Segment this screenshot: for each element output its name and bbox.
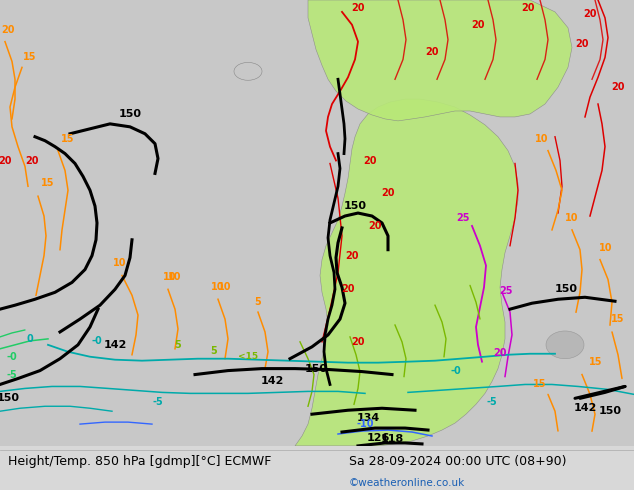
Text: -5: -5 [6, 369, 17, 380]
Text: 20: 20 [25, 155, 39, 166]
Text: 126: 126 [366, 433, 390, 443]
Text: 142: 142 [103, 340, 127, 350]
Text: 20: 20 [425, 47, 439, 56]
Text: -0: -0 [92, 336, 102, 346]
Text: 10: 10 [218, 282, 232, 293]
Text: 15: 15 [23, 52, 37, 62]
Text: Sa 28-09-2024 00:00 UTC (08+90): Sa 28-09-2024 00:00 UTC (08+90) [349, 455, 566, 468]
Text: ©weatheronline.co.uk: ©weatheronline.co.uk [349, 477, 465, 488]
Text: -10: -10 [356, 419, 374, 429]
Text: 150: 150 [555, 284, 578, 294]
Text: -5: -5 [153, 397, 164, 407]
Text: 20: 20 [363, 155, 377, 166]
Polygon shape [308, 0, 572, 121]
Text: -0: -0 [451, 366, 462, 376]
Text: 15: 15 [41, 178, 55, 188]
Text: 10: 10 [599, 243, 612, 253]
Text: 142: 142 [573, 403, 597, 413]
Text: 20: 20 [381, 188, 395, 198]
Ellipse shape [546, 331, 584, 359]
Text: 5: 5 [174, 340, 181, 350]
Text: 20: 20 [493, 348, 507, 358]
Text: 150: 150 [598, 406, 621, 416]
Text: 20: 20 [0, 155, 12, 166]
Text: 15: 15 [533, 379, 547, 390]
Text: 15: 15 [611, 314, 624, 324]
Text: -0: -0 [6, 352, 17, 362]
Text: 20: 20 [583, 9, 597, 19]
Text: 20: 20 [368, 221, 382, 231]
Text: 25: 25 [456, 213, 470, 223]
Text: 20: 20 [341, 284, 355, 294]
Text: 10: 10 [211, 282, 224, 293]
Text: 0: 0 [27, 334, 34, 344]
Text: 10: 10 [535, 134, 549, 144]
Polygon shape [295, 99, 518, 446]
Ellipse shape [234, 62, 262, 80]
Text: 150: 150 [304, 364, 328, 373]
Text: 20: 20 [351, 337, 365, 347]
Text: 5: 5 [255, 297, 261, 307]
Text: 20: 20 [346, 251, 359, 261]
Text: 134: 134 [356, 413, 380, 423]
Text: 5: 5 [210, 346, 217, 356]
Text: 10: 10 [113, 258, 127, 268]
Text: 142: 142 [261, 376, 283, 387]
Text: 118: 118 [380, 434, 404, 444]
Text: 20: 20 [611, 82, 624, 92]
Text: 20: 20 [1, 24, 15, 35]
Text: 20: 20 [471, 20, 485, 30]
Text: 10: 10 [566, 213, 579, 223]
Text: 10: 10 [168, 272, 182, 282]
Text: 150: 150 [119, 109, 141, 119]
Text: 150: 150 [0, 393, 20, 403]
Text: 25: 25 [499, 286, 513, 296]
Text: 150: 150 [344, 201, 366, 211]
Text: 15: 15 [589, 357, 603, 367]
Text: 10: 10 [163, 272, 177, 282]
Text: 20: 20 [575, 39, 589, 49]
Text: 15: 15 [61, 134, 75, 144]
Text: Height/Temp. 850 hPa [gdmp][°C] ECMWF: Height/Temp. 850 hPa [gdmp][°C] ECMWF [8, 455, 271, 468]
Text: -5: -5 [487, 397, 498, 407]
Text: 20: 20 [351, 3, 365, 13]
Text: 20: 20 [521, 3, 534, 13]
Text: <15: <15 [238, 352, 258, 361]
